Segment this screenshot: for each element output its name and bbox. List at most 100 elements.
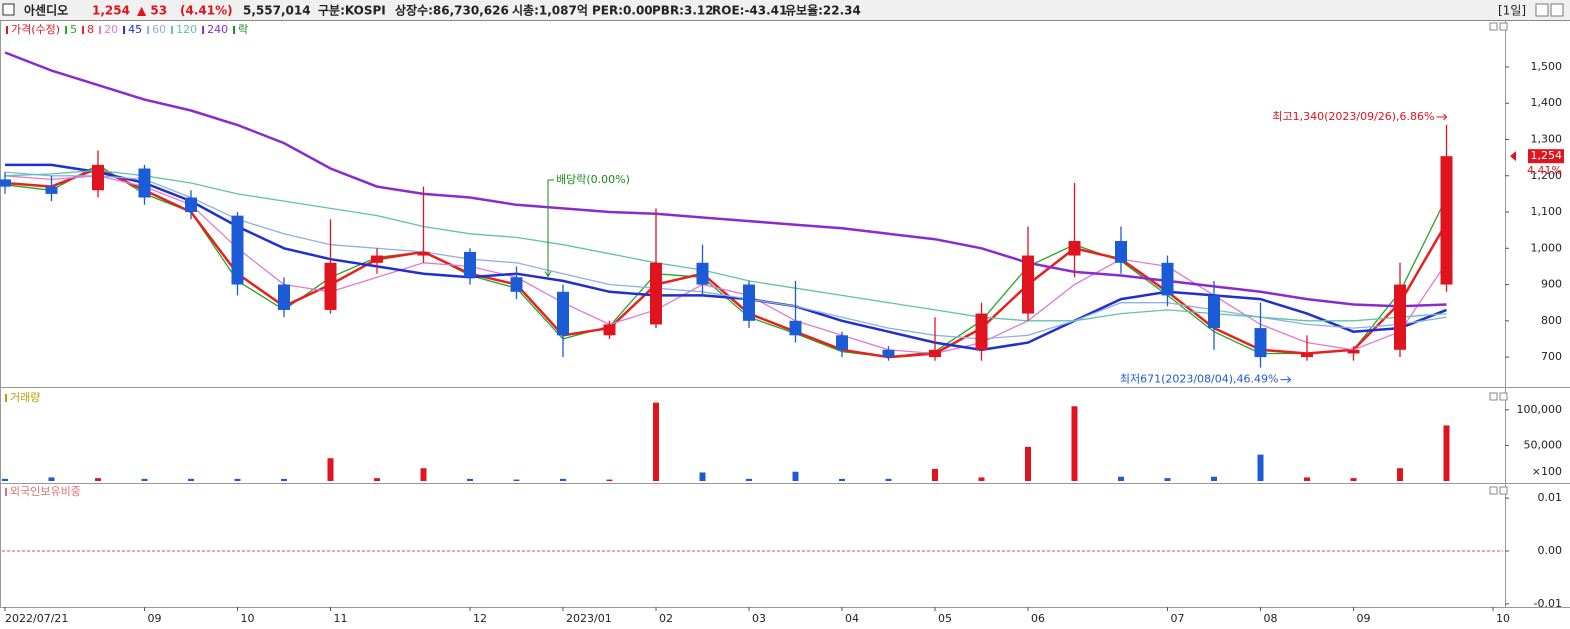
annotation-arrow bbox=[1280, 376, 1292, 383]
volume-bar bbox=[420, 468, 427, 481]
candle-body bbox=[743, 284, 755, 321]
volume-bar bbox=[653, 402, 659, 481]
x-tick-label: 02 bbox=[659, 612, 673, 625]
last-price-pointer bbox=[1510, 151, 1516, 162]
checkbox[interactable] bbox=[2, 3, 15, 16]
low-annotation: 최저671(2023/08/04),46.49% bbox=[1120, 373, 1279, 386]
candle-body bbox=[1394, 284, 1406, 350]
legend-label: 5 bbox=[70, 23, 77, 36]
candle-body bbox=[696, 262, 709, 285]
volume-bar bbox=[2, 478, 8, 481]
volume-bar bbox=[1211, 476, 1217, 481]
x-tick-label: 10 bbox=[1496, 612, 1510, 625]
y-tick-label: 1,300 bbox=[1531, 132, 1563, 145]
legend-label: 45 bbox=[128, 23, 142, 36]
pbr: PBR:3.12 bbox=[652, 4, 714, 18]
legend-swatch bbox=[6, 26, 8, 34]
legend-label: 240 bbox=[207, 23, 228, 36]
x-tick-label: 04 bbox=[845, 612, 859, 625]
moving-average bbox=[4, 175, 1448, 355]
y-tick-label: 900 bbox=[1541, 278, 1562, 291]
legend-swatch bbox=[5, 394, 7, 402]
price: 1,254 bbox=[92, 4, 130, 18]
candle-body bbox=[0, 179, 11, 187]
candle-body bbox=[231, 215, 244, 285]
moving-average bbox=[4, 169, 1447, 322]
legend-label: 락 bbox=[238, 23, 248, 36]
volume-bar bbox=[513, 479, 520, 481]
moving-average bbox=[4, 51, 1447, 308]
close-button[interactable] bbox=[1550, 3, 1564, 17]
y-tick-label: 1,000 bbox=[1531, 241, 1563, 254]
last-price-box bbox=[1528, 149, 1564, 164]
panel-button[interactable] bbox=[1489, 392, 1498, 401]
volume-bar bbox=[1071, 406, 1078, 481]
candle-body bbox=[789, 320, 802, 336]
legend-label: 20 bbox=[104, 23, 118, 36]
y-tick-label: 700 bbox=[1541, 350, 1562, 363]
legend-label: 가격(수정) bbox=[11, 23, 60, 36]
candle-body bbox=[510, 277, 523, 292]
candle-body bbox=[1068, 241, 1081, 256]
candle-body bbox=[1254, 328, 1267, 358]
candle-body bbox=[417, 251, 430, 256]
legend-swatch bbox=[171, 26, 174, 34]
candle-body bbox=[185, 197, 197, 213]
volume: 5,557,014 bbox=[243, 4, 311, 18]
x-tick-label: 09 bbox=[1357, 612, 1371, 625]
legend-swatch bbox=[233, 26, 236, 34]
volume-bar bbox=[95, 478, 101, 481]
ex-dividend-label: 배당락(0.00%) bbox=[556, 173, 630, 186]
change: ▲ 53 bbox=[137, 4, 167, 18]
y-tick-label: 100,000 bbox=[1517, 403, 1563, 416]
legend-label: 8 bbox=[87, 23, 94, 36]
panel-button[interactable] bbox=[1499, 392, 1508, 401]
candle-body bbox=[882, 349, 895, 358]
x-tick-label: 2022/07/21 bbox=[5, 612, 68, 625]
candle-body bbox=[92, 164, 104, 191]
panel-button[interactable] bbox=[1499, 22, 1508, 31]
last-change-label: 4.41% bbox=[1527, 164, 1562, 177]
candle-body bbox=[975, 313, 988, 350]
panel-button[interactable] bbox=[1489, 22, 1498, 31]
y-tick-label: 50,000 bbox=[1524, 438, 1563, 451]
panel-button[interactable] bbox=[1499, 486, 1508, 495]
volume-bar bbox=[374, 478, 380, 481]
panel-button[interactable] bbox=[1489, 486, 1498, 495]
y-tick-label: 1,100 bbox=[1531, 205, 1563, 218]
y-tick-label: 0.00 bbox=[1538, 544, 1563, 557]
x-tick-label: 09 bbox=[148, 612, 162, 625]
volume-bar bbox=[1257, 454, 1264, 481]
per: PER:0.00 bbox=[592, 4, 653, 18]
volume-bar bbox=[281, 478, 287, 481]
volume-bar bbox=[932, 468, 938, 481]
candle-body bbox=[1115, 241, 1127, 263]
period[interactable]: [1일] bbox=[1498, 4, 1526, 18]
volume-bar bbox=[1350, 478, 1357, 481]
candle-body bbox=[929, 349, 941, 358]
minimize-button[interactable] bbox=[1535, 3, 1549, 17]
volume-bar bbox=[48, 477, 55, 481]
legend-swatch bbox=[123, 26, 126, 34]
volume-bar bbox=[839, 478, 845, 481]
volume-bar bbox=[1304, 477, 1310, 481]
candle-body bbox=[603, 324, 616, 336]
candle-body bbox=[45, 186, 58, 194]
x-tick-label: 07 bbox=[1171, 612, 1185, 625]
unit-label: ×100 bbox=[1532, 465, 1562, 478]
candle-body bbox=[650, 262, 662, 325]
y-tick-label: 800 bbox=[1541, 314, 1562, 327]
candle-body bbox=[1161, 262, 1174, 296]
volume-bar bbox=[234, 478, 241, 481]
moving-average bbox=[4, 164, 1448, 358]
y-tick-label: 1,500 bbox=[1531, 60, 1563, 73]
volume-bar bbox=[327, 458, 334, 481]
x-tick-label: 06 bbox=[1031, 612, 1045, 625]
x-tick-label: 05 bbox=[938, 612, 952, 625]
x-tick-label: 12 bbox=[473, 612, 487, 625]
legend-swatch bbox=[65, 26, 68, 34]
cap: 시총:1,087억 bbox=[512, 3, 588, 18]
legend-swatch bbox=[5, 488, 7, 496]
candle-body bbox=[1347, 349, 1360, 354]
